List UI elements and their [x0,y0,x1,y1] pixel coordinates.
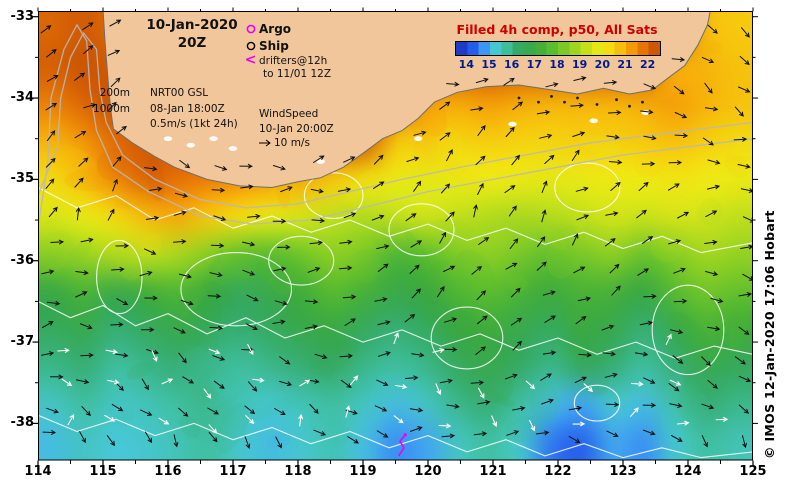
legend-drifters-label-2: to 11/01 12Z [263,67,332,80]
bathymetry-labels: 200m 1000m [88,86,130,117]
colorbar-tick-label: 21 [617,58,633,71]
x-tick-label: 116 [154,464,182,479]
credit-text: © IMOS 12-Jan-2020 17:06 Hobart [762,210,777,459]
legend-argo-label: Argo [259,21,292,36]
legend-drifters-row-2: to 11/01 12Z [242,67,331,80]
colorbar: Filled 4h comp, p50, All Sats 14 15 16 17 18… [451,22,663,71]
colorbar-tick-label: 14 [458,58,474,71]
x-tick-label: 124 [674,464,702,479]
sst-contours [38,162,753,459]
colorbar-tick-label: 22 [640,58,656,71]
gsl-annotation: NRT00 GSL 08-Jan 18:00Z 0.5m/s (1kt 24h) [150,86,238,133]
y-tick-label: -33 [10,8,35,24]
wind-product-label: WindSpeed [259,108,319,120]
x-tick-label: 117 [219,464,247,479]
drifter-arrow-icon: < [244,52,257,68]
x-tick-label: 122 [544,464,572,479]
x-tick-label: 123 [609,464,637,479]
wind-annotation: WindSpeed 10-Jan 20:00Z 10 m/s [259,107,334,151]
y-tick-label: -38 [10,415,35,431]
x-tick-label: 125 [739,464,767,479]
y-tick-label: -36 [10,252,35,268]
current-vectors [57,332,729,434]
y-tick-label: -35 [10,171,35,187]
colorbar-tick-label: 17 [526,58,542,71]
y-tick-label: -37 [10,334,35,350]
legend-ship-row: Ship [242,37,331,54]
depth-200m-label: 200m [99,87,130,99]
legend-drifters-label-1: drifters@12h [259,54,328,67]
wind-scale-arrow-icon [259,139,271,147]
map-overlay [38,11,753,459]
colorbar-tick-labels: 14 15 16 17 18 19 20 21 22 [455,58,663,71]
x-tick-label: 121 [479,464,507,479]
x-tick-label: 119 [349,464,377,479]
title-time: 20Z [177,35,207,51]
gsl-scale-label: 0.5m/s (1kt 24h) [150,118,238,130]
argo-marker-icon [242,23,259,35]
x-tick-label: 115 [89,464,117,479]
x-tick-label: 114 [24,464,52,479]
title-date: 10-Jan-2020 [146,17,238,33]
colorbar-tick-label: 20 [594,58,610,71]
depth-1000m-label: 1000m [93,102,130,115]
wind-scale-line: 10 m/s [259,136,334,151]
map-datetime-title: 10-Jan-2020 20Z [146,16,238,52]
legend-drifters-row: < drifters@12h [242,52,331,68]
colorbar-gradient [455,41,661,56]
platform-legend: Argo Ship < drifters@12h to 11/01 12Z [242,20,331,80]
gsl-product-label: NRT00 GSL [150,87,209,99]
x-tick-label: 118 [284,464,312,479]
wind-time-label: 10-Jan 20:00Z [259,122,334,135]
legend-ship-label: Ship [259,38,289,53]
colorbar-tick-label: 19 [572,58,588,71]
wind-scale-label: 10 m/s [274,137,310,149]
y-tick-label: -34 [10,90,35,106]
ship-marker-icon [242,40,259,52]
colorbar-tick-label: 15 [481,58,497,71]
colorbar-title: Filled 4h comp, p50, All Sats [456,22,658,37]
colorbar-tick-label: 16 [504,58,520,71]
x-tick-label: 120 [414,464,442,479]
colorbar-tick-label: 18 [549,58,565,71]
gsl-time-label: 08-Jan 18:00Z [150,102,225,115]
legend-argo-row: Argo [242,20,331,37]
